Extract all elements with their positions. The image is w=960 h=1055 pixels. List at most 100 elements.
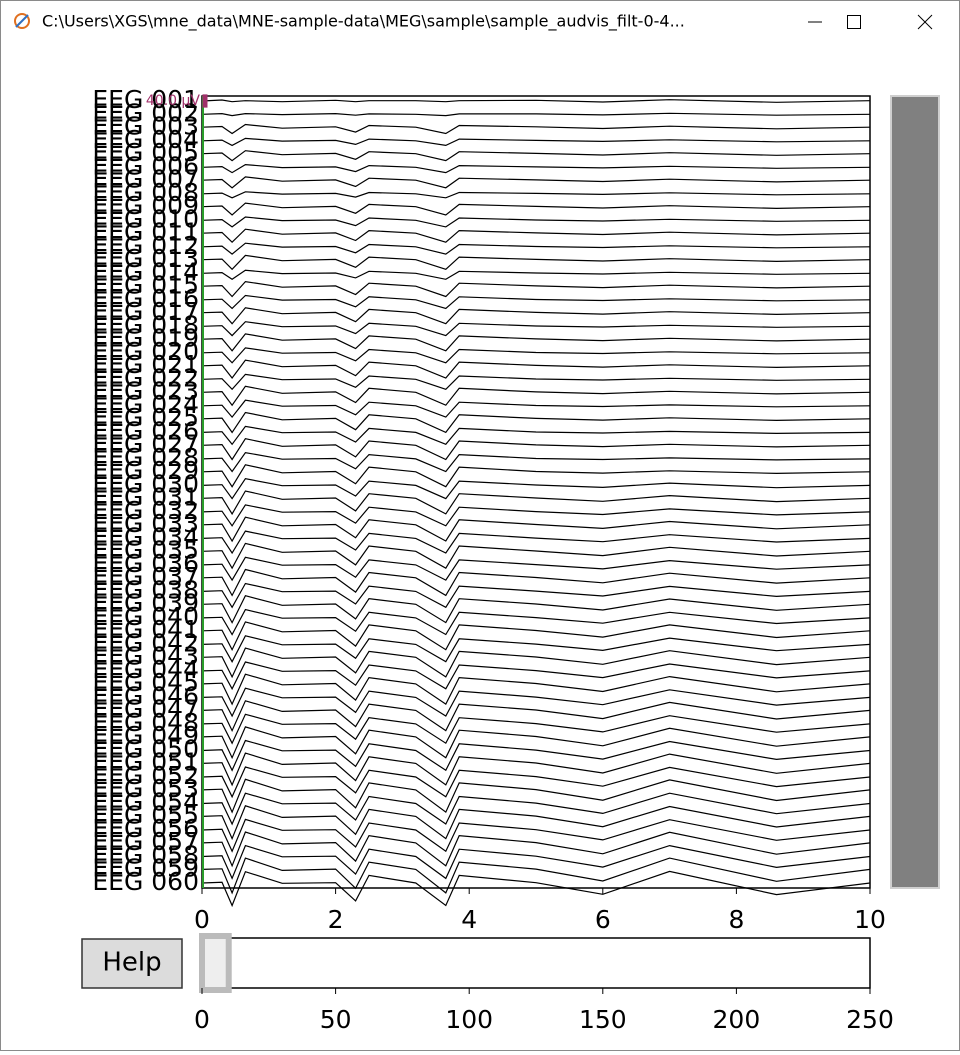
eeg-trace [201,191,871,199]
channel-label: EEG 048 [92,708,199,737]
eeg-trace [201,490,871,516]
eeg-trace [201,844,871,880]
eeg-trace [201,163,871,174]
eeg-trace [201,818,871,853]
x-tick-label: 0 [194,905,210,934]
eeg-trace [201,870,871,908]
channel-scrollbar[interactable] [890,95,940,889]
eeg-trace [201,478,871,500]
channel-label: EEG 036 [92,549,199,578]
x-tick-label: 10 [854,905,886,934]
channel-label: EEG 060 [92,867,199,896]
eeg-trace [201,516,871,543]
eeg-trace [201,359,871,379]
eeg-trace [201,137,871,147]
eeg-trace [201,451,871,473]
eeg-trace [201,647,871,679]
help-label[interactable]: Help [102,948,161,978]
eeg-trace [201,176,871,189]
eeg-trace [201,228,871,244]
channel-label: EEG 015 [92,271,199,300]
eeg-trace [201,373,871,391]
channel-label: EEG 016 [92,284,199,313]
channel-label: EEG 002 [92,98,199,127]
eeg-trace [201,713,871,745]
eeg-trace [201,399,871,419]
eeg-trace [201,594,871,624]
maximize-button[interactable] [847,15,861,29]
channel-label: EEG 026 [92,416,199,445]
eeg-trace [201,347,871,364]
channel-label: EEG 018 [92,310,199,339]
channel-label: EEG 009 [92,191,199,220]
channel-label: EEG 006 [92,151,199,180]
channel-label: EEG 040 [92,602,199,631]
view-window[interactable] [199,933,232,993]
x-tick-label: 6 [595,905,611,934]
eeg-trace [201,504,871,527]
channel-label: EEG 053 [92,774,199,803]
eeg-trace [201,739,871,772]
channel-label: EEG 034 [92,522,199,551]
channel-label: EEG 054 [92,787,199,816]
channel-label: EEG 007 [92,165,199,194]
channel-label: EEG 050 [92,734,199,763]
eeg-trace [201,661,871,691]
eeg-trace [201,687,871,718]
eeg-trace [201,464,871,488]
x-tick-label: 150 [579,1005,627,1034]
eeg-trace [201,112,871,117]
channel-label: EEG 052 [92,761,199,790]
channel-label: EEG 049 [92,721,199,750]
channel-label: EEG 023 [92,377,199,406]
help-button[interactable] [81,938,183,989]
eeg-trace [201,857,871,895]
eeg-trace [201,726,871,760]
channel-label: EEG 057 [92,827,199,856]
channel-label: EEG 042 [92,628,199,657]
eeg-trace [201,123,871,135]
time-scrollbar [201,937,871,989]
scale-bar-label: 40.0 µV [146,93,201,109]
app-icon [14,13,30,29]
eeg-trace [201,621,871,652]
channel-label: EEG 027 [92,430,199,459]
x-tick-label: 250 [846,1005,894,1034]
channel-label: EEG 030 [92,469,199,498]
eeg-trace [201,254,871,271]
eeg-trace [201,752,871,787]
channel-label: EEG 058 [92,840,199,869]
eeg-trace [201,438,871,461]
x-tick-label: 4 [461,905,477,934]
channel-label: EEG 017 [92,297,199,326]
x-tick-label: 8 [728,905,744,934]
eeg-trace [201,542,871,570]
eeg-trace [201,700,871,733]
eeg-trace [201,321,871,337]
eeg-trace [201,805,871,841]
channel-label: EEG 014 [92,257,199,286]
eeg-trace [201,425,871,446]
channel-label: EEG 004 [92,125,199,154]
eeg-trace [201,530,871,555]
channel-label: EEG 025 [92,403,199,432]
channel-label: EEG 011 [92,218,199,247]
eeg-trace [201,333,871,352]
channel-label: EEG 024 [92,390,199,419]
x-tick-label: 50 [320,1005,352,1034]
x-tick-label: 100 [445,1005,493,1034]
channel-label: EEG 012 [92,231,199,260]
channel-label: EEG 010 [92,204,199,233]
x-tick-label: 200 [713,1005,761,1034]
eeg-trace [201,556,871,582]
eeg-trace [201,216,871,228]
eeg-trace [201,242,871,255]
eeg-trace [201,635,871,663]
channel-label: EEG 005 [92,138,199,167]
close-button[interactable] [917,14,933,30]
eeg-trace [201,307,871,325]
channel-label: EEG 031 [92,483,199,512]
channel-label: EEG 003 [92,112,199,141]
